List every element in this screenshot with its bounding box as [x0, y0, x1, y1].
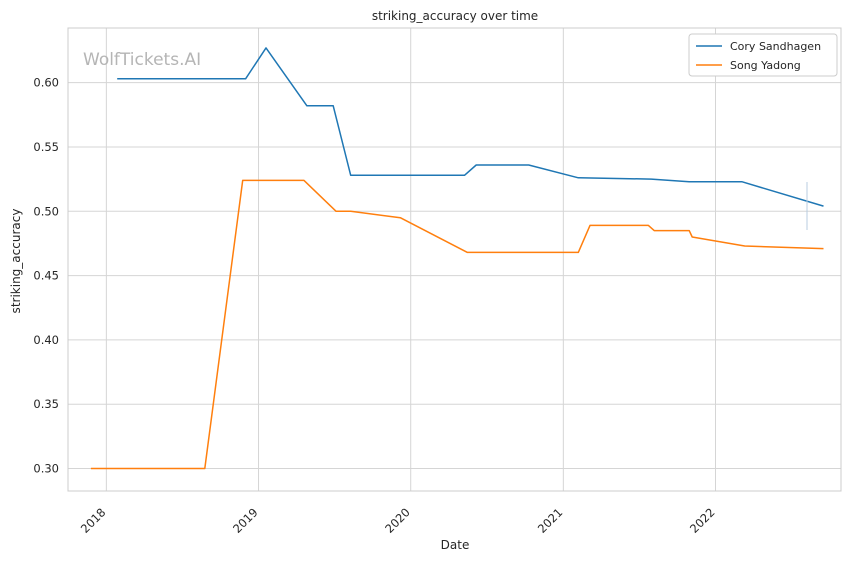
- y-tick-label: 0.50: [33, 204, 59, 218]
- x-tick-label: 2018: [78, 505, 109, 536]
- y-tick-label: 0.35: [33, 397, 59, 411]
- x-tick-label: 2019: [230, 505, 261, 536]
- chart-title: striking_accuracy over time: [372, 9, 538, 23]
- x-tick-label: 2022: [687, 505, 718, 536]
- y-tick-label: 0.45: [33, 269, 59, 283]
- y-axis-label: striking_accuracy: [9, 209, 23, 314]
- y-tick-label: 0.40: [33, 333, 59, 347]
- y-tick-label: 0.55: [33, 140, 59, 154]
- tick-labels: 0.30 0.35 0.40 0.45 0.50 0.55 0.60 2018 2019 2020…: [33, 76, 717, 536]
- series-layer: [91, 48, 824, 469]
- legend-label-0: Cory Sandhagen: [730, 40, 821, 53]
- y-tick-label: 0.60: [33, 76, 59, 90]
- x-tick-label: 2020: [382, 505, 413, 536]
- legend-label-1: Song Yadong: [730, 59, 801, 72]
- plot-area-frame: [68, 28, 841, 491]
- series-line-1: [91, 180, 824, 468]
- x-tick-label: 2021: [535, 505, 566, 536]
- grid-lines: [68, 28, 841, 491]
- x-axis-label: Date: [441, 538, 470, 552]
- watermark: WolfTickets.AI: [83, 50, 201, 70]
- legend: Cory Sandhagen Song Yadong: [689, 34, 837, 76]
- y-tick-label: 0.30: [33, 461, 59, 475]
